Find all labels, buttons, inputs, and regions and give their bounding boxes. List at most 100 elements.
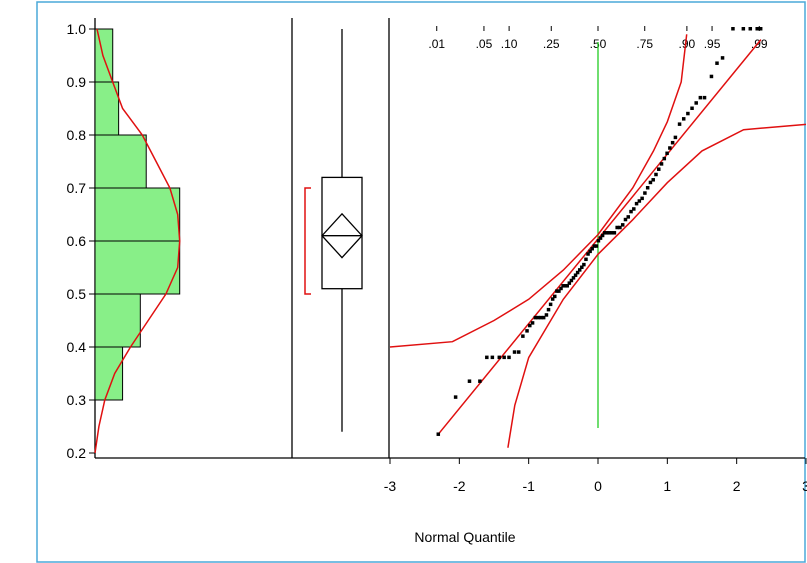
data-point [648, 180, 653, 185]
lower-confidence-band [507, 123, 807, 448]
y-tick-label: 0.7 [67, 180, 87, 196]
data-point [588, 249, 592, 254]
data-point [557, 289, 561, 293]
data-point [539, 315, 543, 320]
data-point [755, 27, 759, 31]
data-point [702, 95, 707, 100]
data-point [512, 350, 517, 354]
data-point [623, 217, 628, 222]
data-point [709, 74, 714, 79]
box-plot-panel [304, 29, 363, 432]
mean-diamond [321, 212, 363, 259]
data-point [546, 307, 551, 312]
data-point [536, 315, 540, 320]
data-point [632, 207, 636, 211]
data-point [573, 273, 578, 277]
data-point [698, 95, 703, 100]
x-tick-label: 2 [733, 478, 741, 494]
data-point [609, 231, 614, 235]
histogram-panel [94, 18, 805, 459]
data-point [615, 225, 619, 230]
data-point [634, 201, 639, 206]
data-point [453, 395, 458, 399]
data-point [741, 27, 746, 31]
data-point [563, 284, 567, 288]
data-point [677, 122, 682, 126]
y-tick-label: 0.8 [67, 127, 87, 143]
data-point [561, 284, 565, 288]
data-point [533, 315, 538, 320]
data-point [626, 215, 631, 219]
data-point [637, 199, 642, 203]
normal-quantile-panel: -3 -2 -1 0 1 2 3.01.05.10.25.50.75.90.95.99 [384, 18, 807, 494]
data-point [580, 265, 584, 269]
data-point [668, 146, 672, 150]
prob-tick-label: .10 [501, 37, 518, 51]
data-point [548, 302, 553, 307]
data-point [528, 323, 532, 328]
x-tick-label: 0 [594, 478, 602, 494]
data-point [507, 355, 511, 360]
data-point [577, 268, 582, 272]
data-point [748, 27, 753, 31]
data-point [602, 231, 607, 235]
data-point [612, 231, 617, 235]
data-point [651, 178, 655, 182]
data-point [485, 355, 489, 360]
data-point [654, 172, 658, 177]
upper-confidence-band [389, 34, 688, 348]
x-axis-label: Normal Quantile [414, 529, 515, 545]
data-point [731, 27, 735, 31]
data-point [600, 233, 605, 238]
data-point [596, 239, 601, 243]
data-point [662, 156, 667, 161]
data-point [567, 281, 572, 285]
prob-tick-label: .95 [704, 37, 721, 51]
data-point [659, 162, 664, 166]
data-point [559, 286, 563, 291]
y-tick-label: 0.2 [67, 445, 87, 461]
data-point [436, 432, 441, 436]
data-point [571, 276, 576, 280]
histogram-bar [94, 293, 141, 348]
data-point [582, 262, 586, 267]
data-point [640, 196, 644, 201]
data-point [586, 252, 590, 256]
data-point [620, 223, 625, 227]
y-tick-label: 0.9 [67, 74, 87, 90]
data-point [643, 191, 647, 195]
prob-tick-label: .01 [428, 37, 445, 51]
data-point [645, 186, 650, 190]
box [321, 176, 363, 290]
x-tick-label: 1 [663, 478, 671, 494]
histogram-bar [94, 346, 124, 401]
data-point [758, 27, 763, 31]
data-point [720, 56, 725, 60]
shortest-half-bracket [304, 187, 311, 295]
data-point [618, 225, 622, 230]
data-point [690, 106, 694, 110]
prob-tick-label: .25 [543, 37, 560, 51]
data-point [605, 231, 609, 235]
data-point [592, 244, 597, 248]
data-point [553, 294, 557, 299]
data-point [670, 140, 675, 145]
data-point [681, 117, 686, 121]
data-point [521, 334, 525, 338]
data-point [525, 329, 529, 333]
prob-tick-label: .75 [636, 37, 653, 51]
x-tick-label: -3 [384, 478, 397, 494]
data-point [502, 355, 506, 360]
data-point [686, 111, 690, 116]
data-point [565, 284, 569, 288]
data-point [715, 61, 719, 65]
y-tick-label: 0.4 [67, 339, 87, 355]
data-point [490, 355, 495, 360]
data-point [598, 236, 603, 240]
data-point [550, 297, 555, 301]
y-tick-label: 0.5 [67, 286, 87, 302]
data-point [575, 270, 580, 275]
data-point [467, 379, 472, 383]
data-point [541, 315, 546, 320]
